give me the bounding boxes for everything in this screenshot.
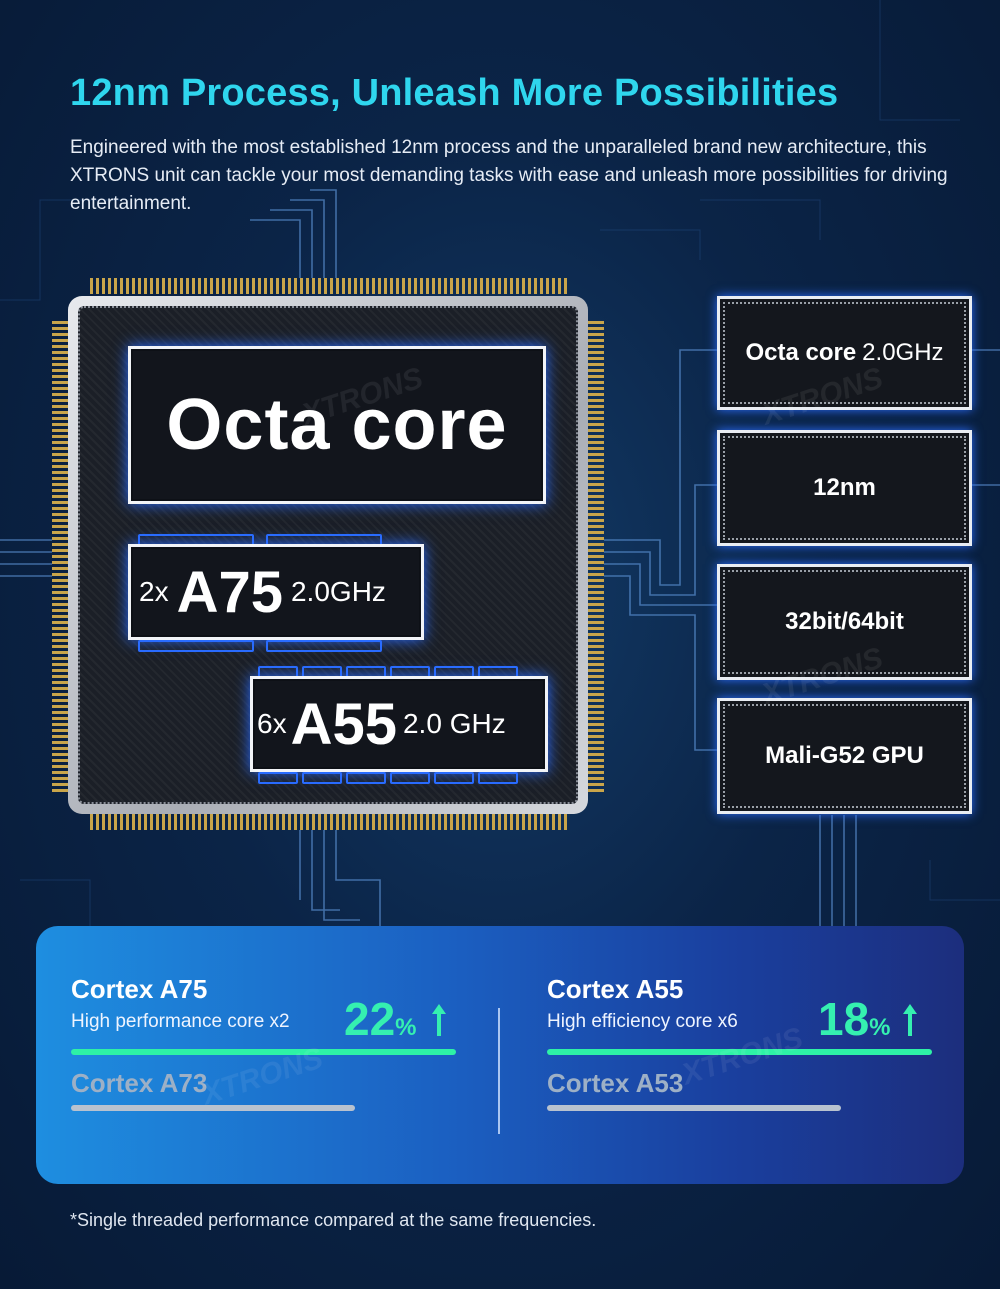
a55-tab bbox=[346, 772, 386, 784]
a55-core-box: 6x A55 2.0 GHz bbox=[250, 676, 548, 772]
a55-tab bbox=[434, 772, 474, 784]
a75-count: 2x bbox=[139, 576, 169, 607]
chip-pins-top bbox=[90, 278, 568, 294]
right-old-core-bar bbox=[547, 1105, 841, 1111]
right-core-desc: High efficiency core x6 bbox=[547, 1011, 738, 1032]
a55-tab bbox=[302, 772, 342, 784]
spec-box-process: 12nm bbox=[717, 430, 972, 546]
spec-cores-label: Octa core bbox=[745, 339, 857, 366]
right-old-core-name: Cortex A53 bbox=[547, 1068, 684, 1098]
spec-box-cores: Octa core 2.0GHz bbox=[717, 296, 972, 410]
page-title: 12nm Process, Unleash More Possibilities bbox=[70, 72, 839, 114]
chip-die: Octa core 2x A75 2.0GHz 6x A55 2.0 GHz bbox=[78, 306, 578, 804]
panel-divider bbox=[498, 1008, 500, 1134]
right-up-arrow-icon bbox=[903, 1004, 917, 1036]
right-improvement: 18% bbox=[818, 992, 891, 1046]
a55-frequency: 2.0 GHz bbox=[402, 708, 506, 739]
a75-model: A75 bbox=[176, 559, 283, 625]
spec-gpu-label: Mali-G52 GPU bbox=[765, 742, 924, 769]
a75-core-box: 2x A75 2.0GHz bbox=[128, 544, 424, 640]
chip-pins-left bbox=[52, 318, 68, 792]
spec-box-bits: 32bit/64bit bbox=[717, 564, 972, 680]
octa-core-label: Octa core bbox=[166, 385, 508, 465]
comparison-right: Cortex A55 High efficiency core x6 bbox=[547, 974, 937, 1033]
a55-count: 6x bbox=[257, 708, 287, 739]
left-improvement-unit: % bbox=[395, 1014, 417, 1041]
left-old-core-bar bbox=[71, 1105, 355, 1111]
intro-paragraph: Engineered with the most established 12n… bbox=[70, 137, 948, 214]
a75-frequency: 2.0GHz bbox=[290, 576, 386, 607]
processor-chip: Octa core 2x A75 2.0GHz 6x A55 2.0 GHz bbox=[68, 296, 588, 814]
left-old-core-name: Cortex A73 bbox=[71, 1068, 208, 1098]
right-improvement-unit: % bbox=[869, 1014, 891, 1041]
a55-tab bbox=[390, 772, 430, 784]
footnote: *Single threaded performance compared at… bbox=[70, 1210, 597, 1230]
comparison-panel bbox=[36, 926, 964, 1184]
right-improvement-value: 18 bbox=[818, 993, 870, 1045]
left-up-arrow-icon bbox=[432, 1004, 446, 1036]
left-core-desc: High performance core x2 bbox=[71, 1011, 290, 1032]
spec-bits-label: 32bit/64bit bbox=[785, 608, 904, 635]
spec-cores-frequency: 2.0GHz bbox=[862, 339, 944, 366]
spec-process-label: 12nm bbox=[813, 474, 876, 501]
spec-box-gpu: Mali-G52 GPU bbox=[717, 698, 972, 814]
chip-pins-bottom bbox=[90, 814, 568, 830]
a55-tab bbox=[258, 772, 298, 784]
left-core-name: Cortex A75 bbox=[71, 974, 208, 1004]
a75-tab bbox=[266, 640, 382, 652]
a75-tab bbox=[138, 640, 254, 652]
a55-tab bbox=[478, 772, 518, 784]
left-new-core-bar bbox=[71, 1049, 456, 1055]
chip-pins-right bbox=[588, 318, 604, 792]
left-improvement-value: 22 bbox=[344, 993, 396, 1045]
comparison-left: Cortex A75 High performance core x2 bbox=[71, 974, 461, 1033]
right-core-name: Cortex A55 bbox=[547, 974, 684, 1004]
octa-core-label-box: Octa core bbox=[128, 346, 546, 504]
right-new-core-bar bbox=[547, 1049, 932, 1055]
a55-model: A55 bbox=[290, 691, 397, 757]
left-improvement: 22% bbox=[344, 992, 417, 1046]
